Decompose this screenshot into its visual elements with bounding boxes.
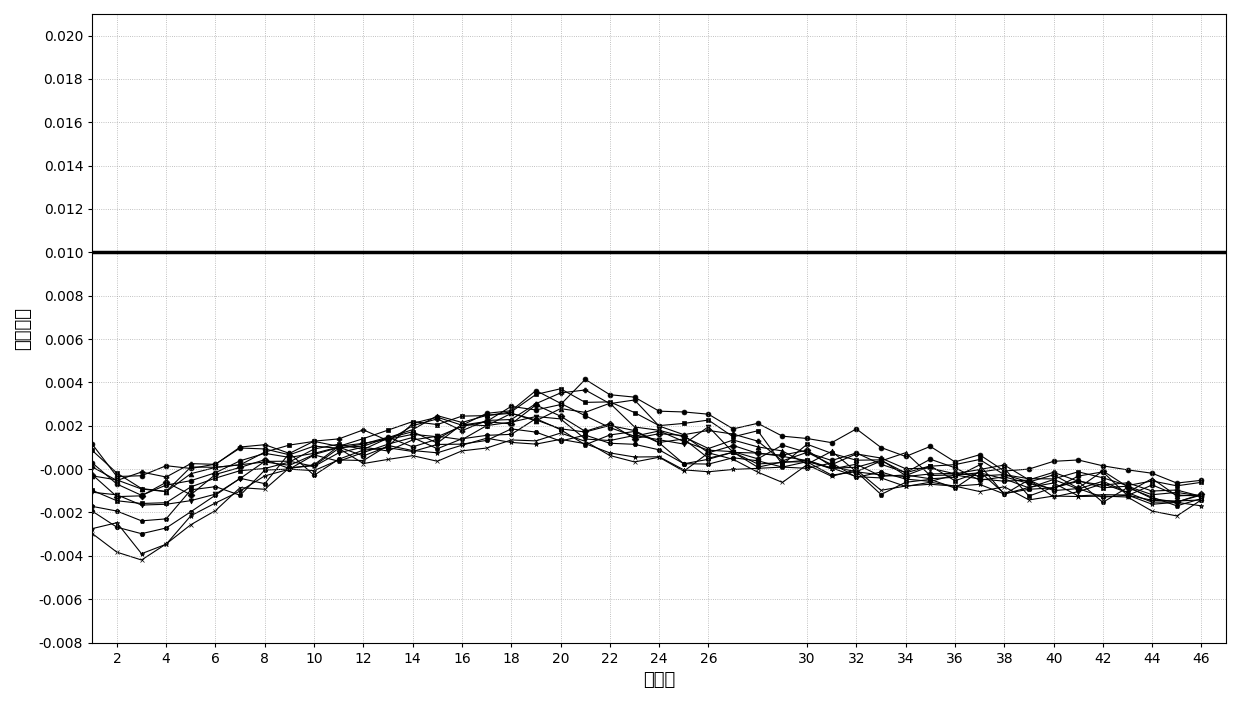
X-axis label: 循环数: 循环数 — [644, 671, 676, 689]
Y-axis label: 荧光强度: 荧光强度 — [14, 307, 32, 349]
